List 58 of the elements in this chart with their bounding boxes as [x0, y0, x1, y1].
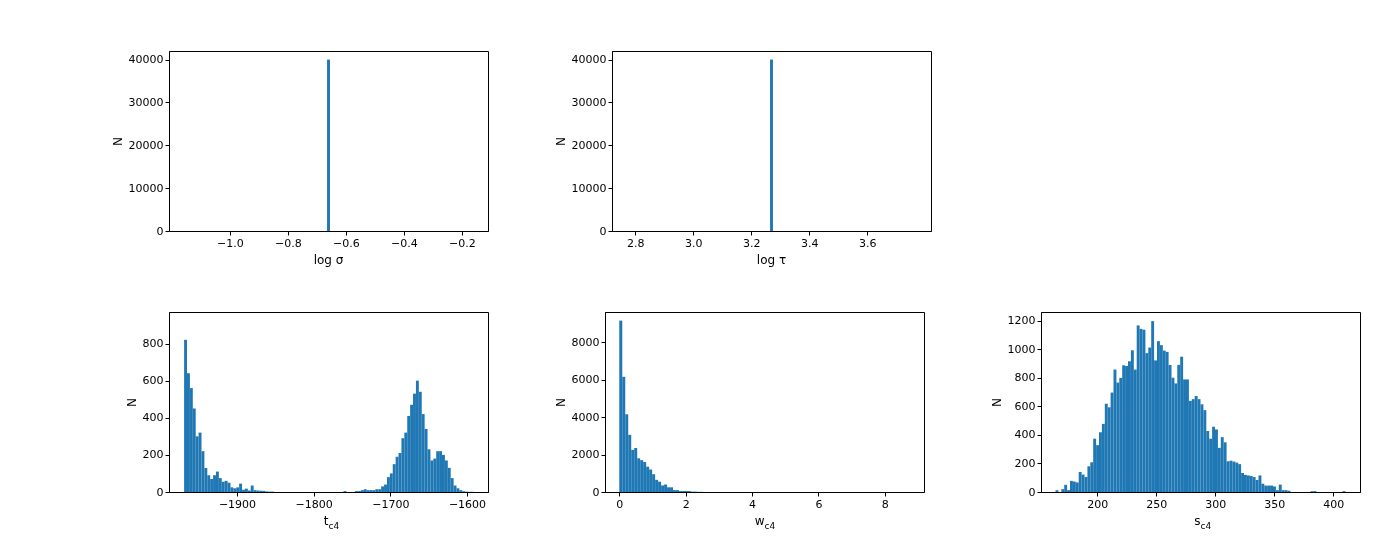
- y-tick-label: 800: [142, 337, 164, 351]
- x-axis-title: log σ: [313, 253, 344, 267]
- y-tick-label: 0: [599, 224, 607, 238]
- y-tick-label: 0: [156, 485, 164, 499]
- y-tick-label: 2000: [571, 448, 600, 462]
- y-tick-label: 0: [156, 224, 164, 238]
- y-tick-label: 800: [1014, 371, 1036, 385]
- y-tick-label: 400: [1014, 428, 1036, 442]
- y-tick-label: 30000: [128, 95, 164, 109]
- x-tick-label: −1900: [218, 497, 257, 511]
- y-tick-label: 30000: [571, 95, 607, 109]
- y-tick-label: 0: [1028, 485, 1036, 499]
- y-tick-label: 400: [142, 411, 164, 425]
- x-tick-label: 2: [682, 497, 690, 511]
- y-tick-label: 40000: [571, 53, 607, 67]
- x-tick-label: −1700: [372, 497, 410, 511]
- x-tick-label: 200: [1087, 497, 1109, 511]
- x-tick-label: 350: [1264, 497, 1286, 511]
- y-tick-label: 600: [1014, 399, 1036, 413]
- y-tick-label: 200: [142, 448, 164, 462]
- x-tick-label: 300: [1205, 497, 1227, 511]
- y-tick-label: 20000: [571, 138, 607, 152]
- x-tick-label: −1600: [448, 497, 487, 511]
- y-tick-label: 40000: [128, 53, 164, 67]
- x-tick-label: −1800: [295, 497, 333, 511]
- x-tick-label: −0.6: [333, 236, 360, 250]
- x-axis-title: log τ: [756, 253, 787, 267]
- y-axis-title: N: [553, 137, 568, 146]
- y-tick-label: 4000: [571, 410, 600, 424]
- y-axis-title: N: [553, 398, 568, 407]
- x-tick-label: 0: [616, 497, 624, 511]
- y-tick-label: 20000: [128, 138, 164, 152]
- x-tick-label: 250: [1146, 497, 1168, 511]
- x-tick-label: 8: [881, 497, 889, 511]
- x-tick-label: −0.2: [449, 236, 476, 250]
- y-axis-title: N: [989, 398, 1004, 407]
- y-tick-label: 6000: [571, 373, 600, 387]
- y-tick-label: 1200: [1007, 314, 1036, 328]
- y-tick-label: 600: [142, 374, 164, 388]
- y-tick-label: 0: [592, 485, 600, 499]
- x-tick-label: 6: [815, 497, 823, 511]
- y-axis-title: N: [110, 137, 125, 146]
- x-tick-label: −0.4: [391, 236, 418, 250]
- x-tick-label: −1.0: [217, 236, 244, 250]
- x-tick-label: 4: [749, 497, 757, 511]
- y-tick-label: 1000: [1007, 342, 1036, 356]
- x-tick-label: 400: [1323, 497, 1345, 511]
- x-tick-label: 3.2: [742, 236, 761, 250]
- x-tick-label: 3.6: [858, 236, 877, 250]
- x-tick-label: −0.8: [275, 236, 302, 250]
- y-tick-label: 200: [1014, 456, 1036, 470]
- x-tick-label: 3.4: [800, 236, 819, 250]
- y-tick-label: 10000: [128, 181, 164, 195]
- y-axis-title: N: [124, 398, 139, 407]
- x-tick-label: 2.8: [626, 236, 645, 250]
- x-tick-label: 3.0: [684, 236, 703, 250]
- y-tick-label: 8000: [571, 335, 600, 349]
- y-tick-label: 10000: [571, 181, 607, 195]
